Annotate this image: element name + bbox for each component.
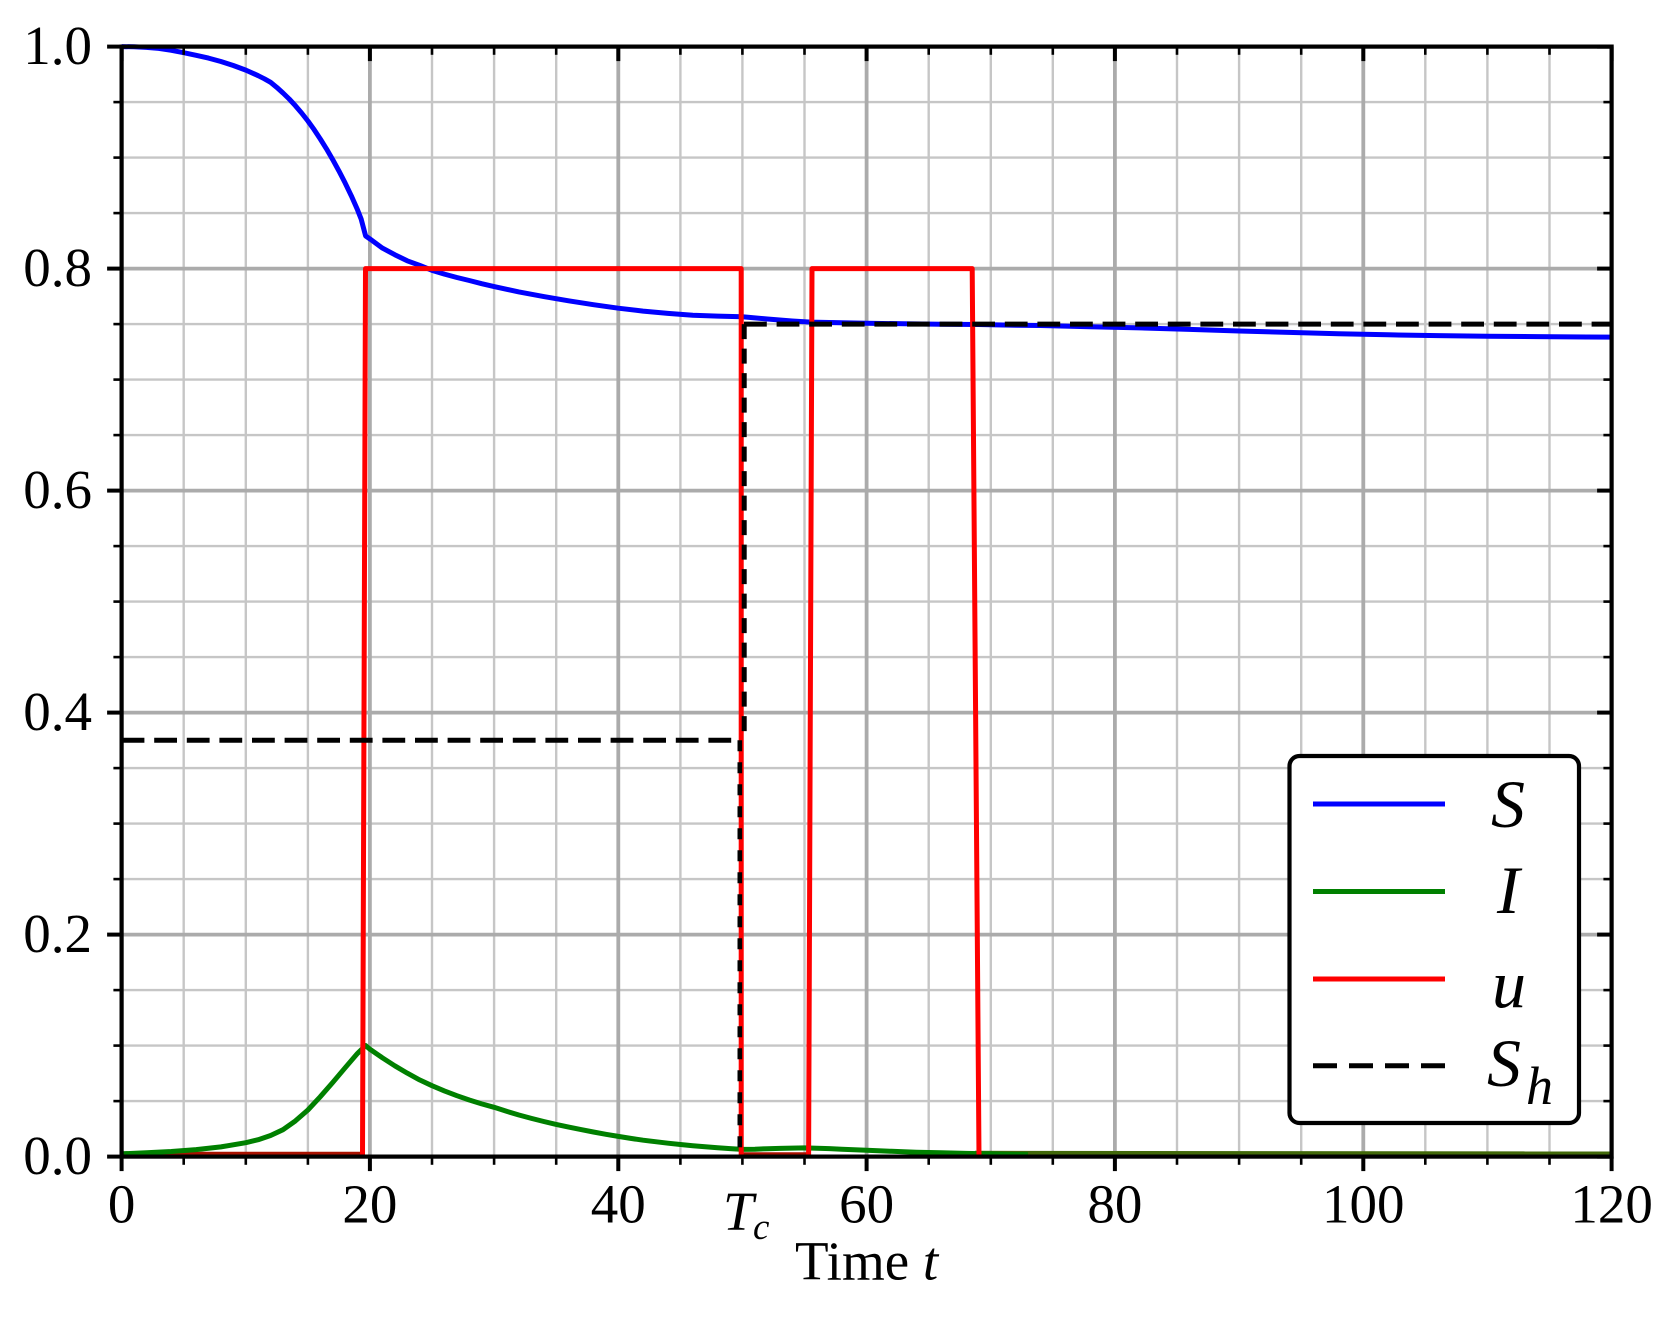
- svg-text:I: I: [1496, 852, 1523, 928]
- svg-text:1.0: 1.0: [23, 15, 92, 76]
- svg-text:0: 0: [108, 1174, 136, 1235]
- svg-text:60: 60: [839, 1174, 894, 1235]
- svg-text:40: 40: [591, 1174, 646, 1235]
- svg-text:0.8: 0.8: [23, 237, 92, 298]
- svg-text:c: c: [753, 1207, 770, 1248]
- svg-text:T: T: [723, 1181, 757, 1242]
- svg-text:u: u: [1492, 946, 1526, 1022]
- svg-text:0.4: 0.4: [23, 681, 92, 742]
- svg-text:Time t: Time t: [795, 1231, 940, 1292]
- svg-text:S: S: [1491, 766, 1525, 842]
- svg-text:20: 20: [342, 1174, 397, 1235]
- svg-text:100: 100: [1322, 1174, 1405, 1235]
- svg-text:80: 80: [1087, 1174, 1142, 1235]
- svg-text:120: 120: [1570, 1174, 1653, 1235]
- svg-text:0.0: 0.0: [23, 1125, 92, 1186]
- svg-text:h: h: [1526, 1056, 1553, 1116]
- svg-text:0.6: 0.6: [23, 459, 92, 520]
- svg-text:S: S: [1487, 1025, 1521, 1101]
- svg-text:0.2: 0.2: [23, 903, 92, 964]
